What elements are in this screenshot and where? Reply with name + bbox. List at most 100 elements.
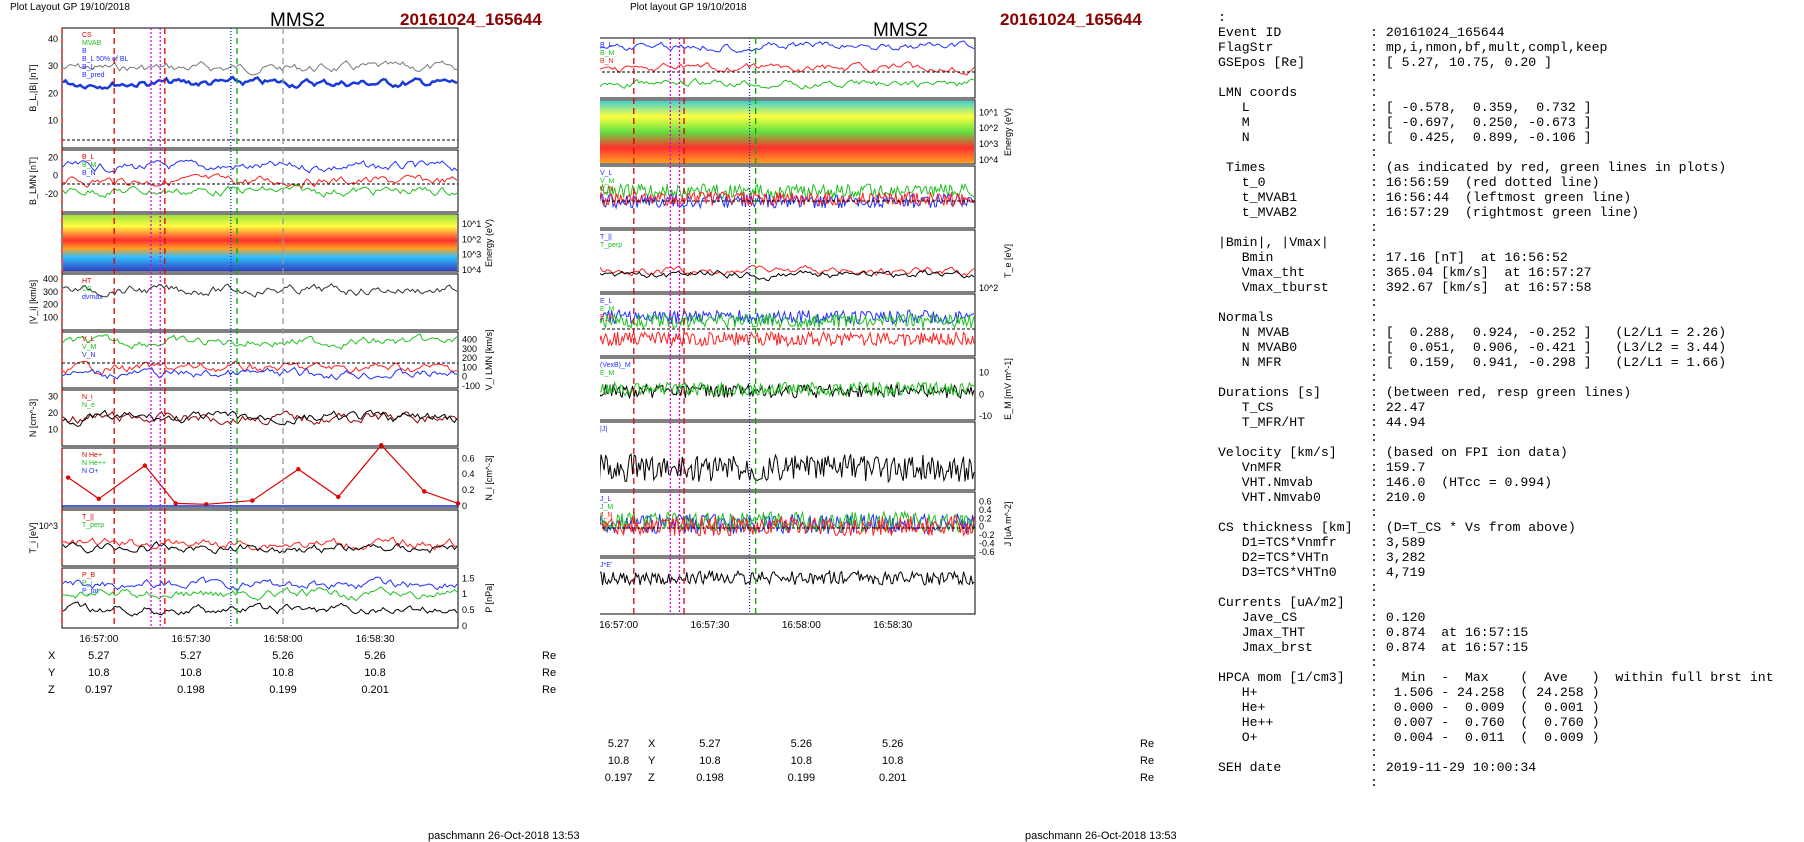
- series-line: [600, 40, 975, 53]
- info-key: VHT.Nmvab0: [1218, 490, 1321, 505]
- tick-label: 0: [462, 372, 467, 382]
- mid-panel-BLMN: -2002040B_LMNB_LB_MB_N: [600, 37, 976, 99]
- info-line: O+: 0.004 - 0.011 ( 0.009 ): [1218, 730, 1798, 745]
- info-key: Durations [s]: [1218, 385, 1321, 400]
- tick-label: -0.4: [979, 539, 995, 549]
- coord-value: 5.26: [882, 738, 904, 750]
- info-key: VHT.Nmvab: [1218, 475, 1313, 490]
- info-line: VnMFR: 159.7: [1218, 460, 1798, 475]
- info-value: : [ 0.159, 0.941, -0.298 ] (L2/L1 = 1.66…: [1370, 355, 1727, 370]
- tick-label: 0: [462, 621, 467, 631]
- legend-entry: N He+: [82, 452, 102, 459]
- info-value: : 16:57:29 (rightmost green line): [1370, 205, 1640, 220]
- info-value: :: [1370, 310, 1378, 325]
- data-point: [250, 498, 255, 503]
- info-key: Bmin: [1218, 250, 1274, 265]
- info-line: :: [1218, 70, 1798, 85]
- panel-frame: [61, 273, 459, 331]
- mid-spacecraft-title: MMS2: [873, 20, 928, 41]
- panel-frame: [600, 229, 976, 293]
- legend-entry: E_M: [600, 370, 615, 377]
- legend-entry: V_N: [600, 186, 614, 193]
- info-value: : 146.0 (HTcc = 0.994): [1370, 475, 1553, 490]
- info-value: : 20161024_165644: [1370, 25, 1505, 40]
- tick-label: 300: [43, 287, 58, 297]
- info-value: : 3,589: [1370, 535, 1426, 550]
- info-value: : 44.94: [1370, 415, 1426, 430]
- series-line: [600, 182, 975, 200]
- coord-value: 0.201: [361, 684, 389, 696]
- coord-unit: Re: [542, 650, 557, 662]
- coord-unit: Re: [542, 684, 557, 696]
- info-line: VHT.Nmvab0 : 210.0: [1218, 490, 1798, 505]
- legend-entry: HT: [82, 278, 92, 285]
- info-line: Velocity [km/s]: (based on FPI ion data): [1218, 445, 1798, 460]
- info-line: Currents [uA/m2]:: [1218, 595, 1798, 610]
- series-line: [62, 159, 458, 174]
- info-key: Vmax_tburst: [1218, 280, 1329, 295]
- tick-label: 20: [48, 88, 58, 98]
- tick-label: 10^2: [979, 123, 998, 133]
- data-point: [296, 467, 301, 472]
- tick-label: 0.6: [979, 496, 992, 506]
- tick-label: 10^3: [39, 521, 58, 531]
- data-point: [65, 475, 71, 480]
- coord-value: 10.8: [699, 755, 721, 767]
- legend-entry: B_N: [600, 58, 614, 65]
- axis-label: Energy (eV): [1003, 108, 1013, 156]
- data-point: [379, 443, 384, 448]
- info-value: : (between red, resp green lines): [1370, 385, 1632, 400]
- tick-label: 30: [48, 392, 58, 402]
- panel-frame: [600, 421, 976, 491]
- series-line: [600, 190, 975, 208]
- axis-label: P [nPa]: [484, 583, 494, 612]
- tick-label: 0.5: [462, 605, 475, 615]
- left-event-title: 20161024_165644: [400, 10, 542, 29]
- info-key: D3=TCS*VHTn0: [1218, 565, 1337, 580]
- coord-value: 5.26: [364, 650, 386, 662]
- tick-label: 10^3: [979, 139, 998, 149]
- panel-frame: [600, 293, 976, 357]
- info-value: :: [1370, 295, 1378, 310]
- time-tick-label: 16:58:00: [264, 634, 303, 645]
- info-line: He+: 0.000 - 0.009 ( 0.001 ): [1218, 700, 1798, 715]
- info-line: t_MVAB1: 16:56:44 (leftmost green line): [1218, 190, 1798, 205]
- info-line: :: [1218, 10, 1798, 25]
- series-line: [600, 308, 975, 326]
- tick-label: 10^4: [462, 265, 481, 275]
- legend-entry: E_L: [600, 298, 613, 305]
- series-line: [600, 269, 975, 282]
- legend-entry: (VexB)_M: [600, 362, 631, 369]
- info-line: :: [1218, 775, 1798, 790]
- info-value: : 2019-11-29 10:00:34: [1370, 760, 1537, 775]
- info-value: : 210.0: [1370, 490, 1426, 505]
- info-key: FlagStr: [1218, 40, 1274, 55]
- info-line: N MFR: [ 0.159, 0.941, -0.298 ] (L2/L1 =…: [1218, 355, 1798, 370]
- legend-entry: V_N: [82, 352, 96, 359]
- info-line: HPCA mom [1/cm3]: Min - Max ( Ave ) with…: [1218, 670, 1798, 685]
- legend-entry: E_M: [600, 306, 615, 313]
- tick-label: 10: [48, 425, 58, 435]
- legend-entry: B_M: [600, 50, 615, 57]
- series-line: [62, 576, 458, 592]
- tick-label: 20: [48, 408, 58, 418]
- info-key: T_MFR/HT: [1218, 415, 1306, 430]
- info-key: He+: [1218, 700, 1266, 715]
- info-value: : 22.47: [1370, 400, 1426, 415]
- info-line: He++: 0.007 - 0.760 ( 0.760 ): [1218, 715, 1798, 730]
- panel-frame: [600, 491, 976, 557]
- legend-entry: CS: [82, 32, 92, 39]
- info-line: :: [1218, 430, 1798, 445]
- info-line: Jave_CS: 0.120: [1218, 610, 1798, 625]
- coord-value: 5.27: [607, 738, 630, 750]
- info-value: :: [1370, 220, 1378, 235]
- series-line: [600, 380, 975, 398]
- series-line: [62, 75, 458, 90]
- info-line: D3=TCS*VHTn0: 4,719: [1218, 565, 1798, 580]
- info-line: :: [1218, 220, 1798, 235]
- panel-frame: [61, 447, 459, 509]
- legend-entry: T_||: [600, 234, 612, 241]
- legend-entry: J_M: [600, 504, 613, 511]
